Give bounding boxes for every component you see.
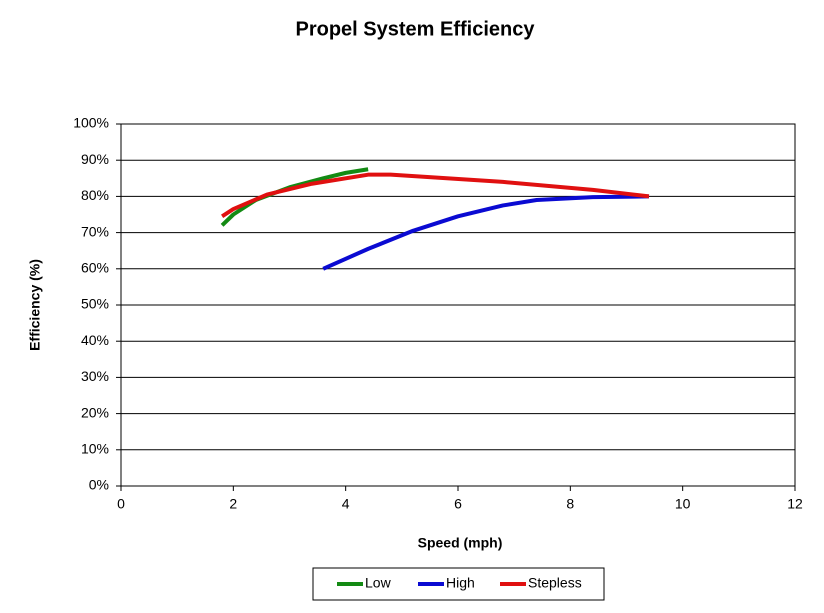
x-axis-title: Speed (mph)	[418, 535, 503, 551]
legend-label: Low	[365, 575, 392, 591]
x-tick-label: 10	[675, 496, 691, 512]
y-tick-label: 80%	[81, 187, 109, 203]
series-line	[322, 194, 649, 271]
y-tick-label: 0%	[89, 477, 109, 493]
x-tick-label: 12	[787, 496, 803, 512]
y-tick-label: 50%	[81, 296, 109, 312]
x-tick-label: 2	[229, 496, 237, 512]
y-tick-label: 20%	[81, 404, 109, 420]
chart-title: Propel System Efficiency	[296, 18, 536, 40]
x-tick-label: 8	[566, 496, 574, 512]
legend-label: Stepless	[528, 575, 582, 591]
legend-label: High	[446, 575, 475, 591]
y-tick-label: 90%	[81, 151, 109, 167]
series-line	[221, 172, 650, 218]
x-tick-label: 4	[342, 496, 350, 512]
y-tick-label: 10%	[81, 441, 109, 457]
y-tick-label: 70%	[81, 223, 109, 239]
x-tick-label: 0	[117, 496, 125, 512]
y-tick-label: 100%	[73, 115, 109, 131]
y-axis-title: Efficiency (%)	[27, 259, 43, 351]
y-tick-label: 40%	[81, 332, 109, 348]
x-tick-label: 6	[454, 496, 462, 512]
y-tick-label: 30%	[81, 368, 109, 384]
y-tick-label: 60%	[81, 260, 109, 276]
